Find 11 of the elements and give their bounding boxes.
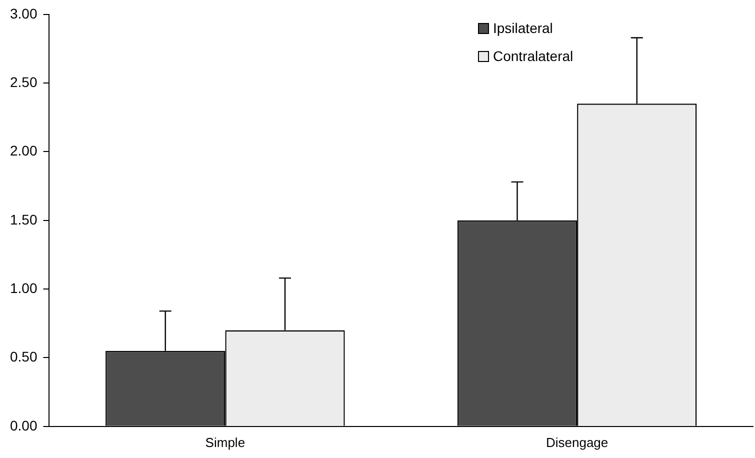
legend-label: Contralateral [493,48,574,64]
y-tick-label: 3.00 [10,5,38,22]
y-tick-label: 0.00 [10,417,38,434]
x-tick-label: Simple [205,434,246,450]
y-tick-label: 1.00 [10,280,38,296]
y-tick-label: 2.00 [10,142,38,159]
legend-label: Ipsilateral [493,20,553,36]
y-tick-label: 0.50 [10,348,38,365]
y-tick-label: 1.50 [10,211,38,228]
x-tick-label: Disengage [546,434,608,450]
y-tick-label: 2.50 [10,74,38,90]
